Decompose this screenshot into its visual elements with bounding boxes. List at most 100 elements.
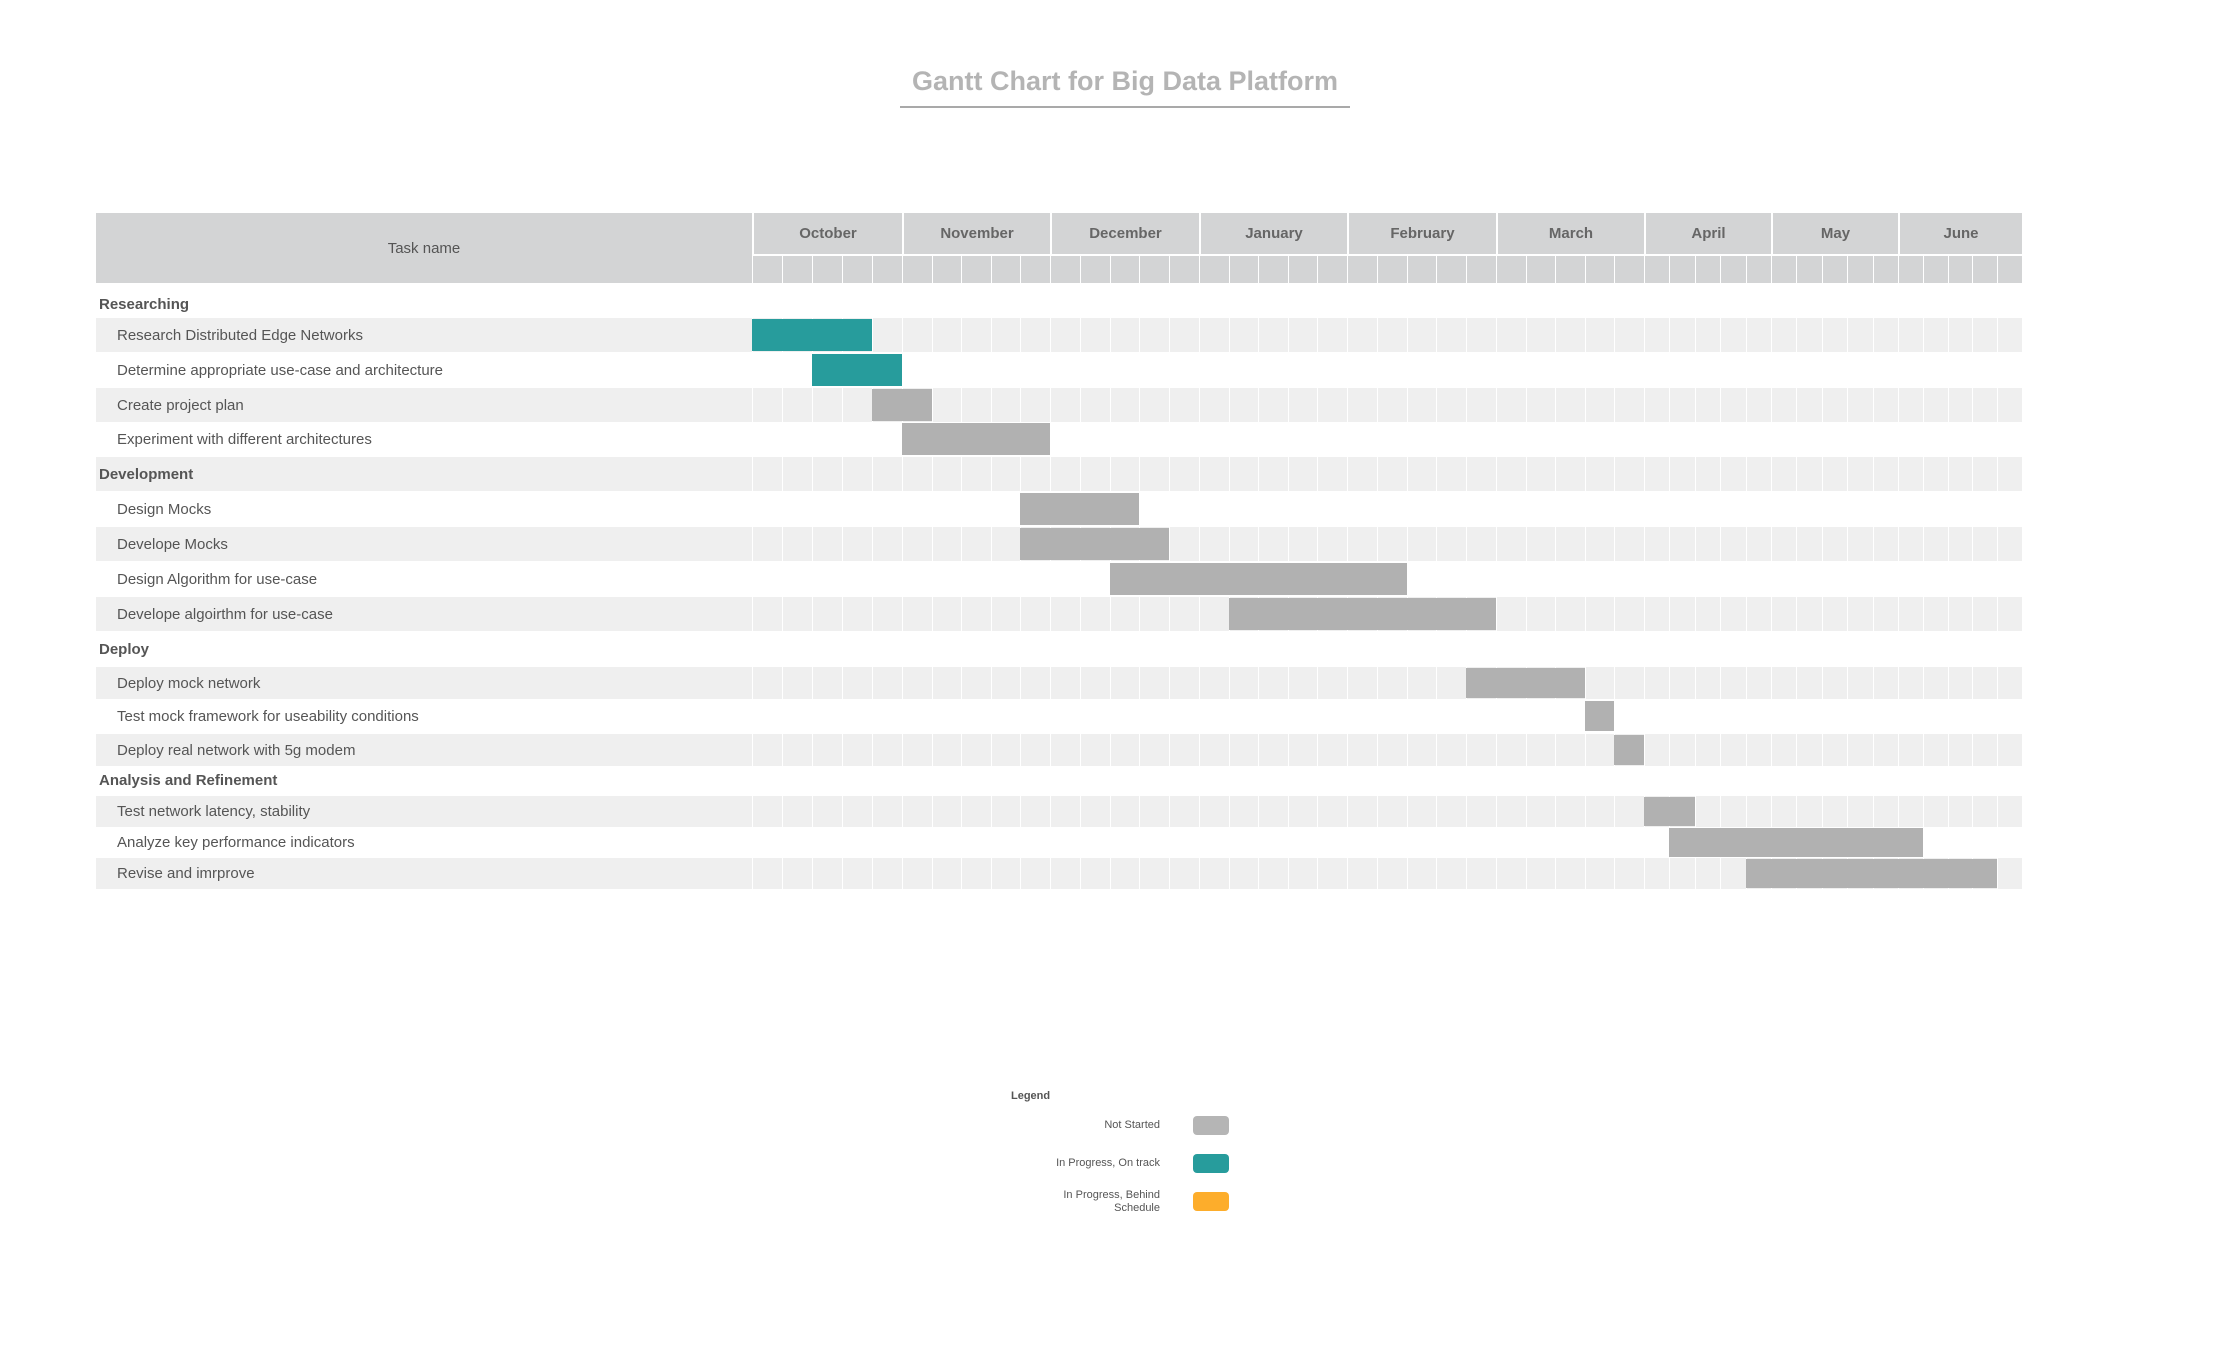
grid-line — [1872, 527, 1874, 561]
grid-line — [1997, 734, 1999, 766]
grid-line — [1972, 527, 1974, 561]
grid-line — [1847, 796, 1849, 827]
grid-line — [782, 667, 783, 699]
grid-line — [1555, 796, 1557, 827]
grid-line — [1972, 457, 1974, 491]
grid-line — [990, 388, 992, 422]
grid-line — [1317, 527, 1319, 561]
task-bar[interactable] — [1020, 528, 1170, 560]
group-label: Deploy — [99, 640, 150, 658]
grid-line — [1720, 527, 1722, 561]
grid-line — [1898, 318, 1899, 352]
task-bar[interactable] — [752, 319, 872, 351]
group-row — [96, 457, 2022, 491]
grid-line — [1406, 796, 1408, 827]
grid-line — [842, 667, 843, 699]
task-label: Analyze key performance indicators — [117, 834, 355, 851]
grid-line — [842, 457, 843, 491]
task-label: Design Mocks — [117, 500, 212, 518]
task-bar[interactable] — [1584, 701, 1615, 731]
task-bar[interactable] — [812, 354, 902, 386]
grid-line — [961, 318, 963, 352]
grid-line — [1466, 796, 1468, 827]
grid-line — [1466, 388, 1468, 422]
task-bar[interactable] — [1228, 598, 1496, 630]
task-bar[interactable] — [1109, 563, 1407, 595]
grid-line — [931, 858, 933, 889]
grid-line — [1771, 527, 1772, 561]
grid-line — [1079, 457, 1081, 491]
grid-line — [1972, 734, 1974, 766]
task-name-header: Task name — [96, 213, 752, 283]
week-header-cell — [1720, 256, 1746, 283]
group-row — [96, 765, 2022, 796]
grid-line — [1644, 527, 1645, 561]
grid-line — [1496, 796, 1497, 827]
grid-line — [1347, 457, 1348, 491]
grid-line — [990, 318, 992, 352]
task-bar[interactable] — [1644, 797, 1695, 826]
grid-line — [1287, 457, 1289, 491]
week-header-cell — [1228, 256, 1259, 283]
task-bar[interactable] — [902, 423, 1050, 455]
grid-line — [1199, 527, 1200, 561]
grid-line — [1347, 734, 1348, 766]
grid-line — [842, 734, 843, 766]
task-bar[interactable] — [1614, 735, 1644, 765]
grid-line — [752, 667, 753, 699]
task-bar[interactable] — [1466, 668, 1585, 698]
task-bar[interactable] — [1020, 493, 1140, 525]
task-bar[interactable] — [1669, 828, 1923, 857]
grid-line — [1258, 858, 1260, 889]
grid-line — [872, 667, 873, 699]
legend-swatch-behind — [1193, 1192, 1229, 1211]
grid-line — [1050, 858, 1051, 889]
grid-line — [1872, 388, 1874, 422]
grid-line — [1258, 388, 1260, 422]
grid-line — [1947, 318, 1949, 352]
grid-line — [1694, 527, 1696, 561]
grid-line — [1139, 457, 1141, 491]
week-header-cell — [1821, 256, 1848, 283]
grid-line — [1694, 388, 1696, 422]
grid-line — [961, 457, 963, 491]
week-header-cell — [1317, 256, 1347, 283]
group-label: Analysis and Refinement — [99, 772, 278, 789]
month-header-december: December — [1050, 213, 1199, 254]
grid-line — [1720, 597, 1722, 631]
grid-line — [1922, 597, 1924, 631]
grid-line — [1947, 796, 1949, 827]
week-header-cell — [1406, 256, 1437, 283]
grid-line — [1872, 318, 1874, 352]
week-header-cell — [1847, 256, 1873, 283]
grid-line — [1079, 858, 1081, 889]
grid-line — [1525, 318, 1527, 352]
grid-line — [1525, 734, 1527, 766]
grid-line — [1771, 318, 1772, 352]
task-bar[interactable] — [872, 389, 932, 421]
task-label: Deploy real network with 5g modem — [117, 741, 356, 759]
grid-line — [990, 457, 992, 491]
grid-line — [1898, 667, 1899, 699]
grid-line — [1669, 597, 1671, 631]
grid-line — [1796, 318, 1798, 352]
grid-line — [1020, 457, 1022, 491]
week-header-cell — [931, 256, 962, 283]
week-header-cell — [1644, 256, 1670, 283]
grid-line — [1796, 597, 1798, 631]
grid-line — [1555, 597, 1557, 631]
week-header-cell — [1079, 256, 1110, 283]
month-header-june: June — [1898, 213, 2022, 254]
grid-line — [1109, 796, 1111, 827]
task-bar[interactable] — [1745, 859, 1998, 888]
grid-line — [1898, 457, 1899, 491]
grid-line — [1847, 457, 1849, 491]
grid-line — [1821, 457, 1823, 491]
grid-line — [782, 388, 783, 422]
grid-line — [1584, 858, 1586, 889]
week-header-cell — [1258, 256, 1288, 283]
grid-line — [1050, 597, 1051, 631]
grid-line — [1109, 457, 1111, 491]
grid-line — [961, 527, 963, 561]
grid-line — [1614, 858, 1616, 889]
